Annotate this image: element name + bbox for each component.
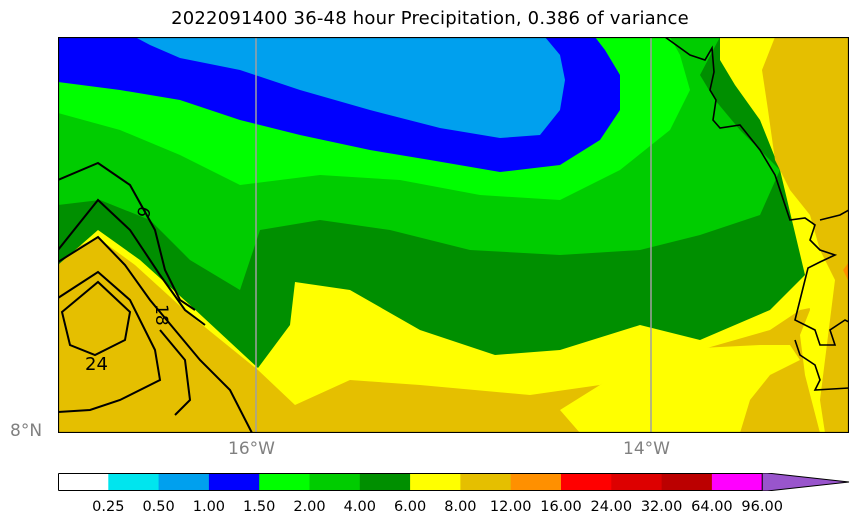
coastline (664, 37, 849, 346)
colorbar-tick-label: 8.00 (444, 499, 477, 515)
band-6-8-south (560, 345, 800, 433)
colorbar-swatch (510, 473, 562, 491)
coastline-inlet (819, 209, 849, 221)
colorbar-swatch (611, 473, 663, 491)
contour-label-24: 24 (85, 354, 108, 375)
chart-title: 2022091400 36-48 hour Precipitation, 0.3… (171, 8, 689, 29)
colorbar-swatch (410, 473, 461, 491)
contour-label-18: 18 (151, 304, 171, 326)
lat-label: 8°N (10, 421, 43, 441)
band-12-16 (843, 262, 849, 282)
colorbar-tick-label: 1.50 (243, 499, 276, 515)
band-0.5-1 (135, 37, 565, 138)
colorbar-tick-label: 96.00 (741, 499, 783, 515)
colorbar-swatch (259, 473, 310, 491)
colorbar-swatch (359, 473, 411, 491)
colorbar-swatch (158, 473, 210, 491)
colorbar-swatch (561, 473, 612, 491)
map-frame (58, 37, 849, 433)
colorbar-swatch (108, 473, 160, 491)
colorbar-swatch (661, 473, 713, 491)
contour-24-outer (58, 270, 162, 413)
band-8-12-east (762, 37, 849, 433)
colorbar-swatch (58, 473, 109, 491)
precipitation-map: 6 18 24 (58, 37, 849, 433)
colorbar-tick-label: 1.00 (192, 499, 226, 515)
contour-right (159, 329, 192, 416)
colorbar-swatch (309, 473, 361, 491)
lon-label-14w: 14°W (623, 439, 670, 459)
colorbar-tick-label: 6.00 (393, 499, 427, 515)
coastline-islands (794, 339, 849, 391)
band-8-12-sw (58, 272, 258, 433)
colorbar-tick-label: 64.00 (691, 499, 733, 515)
colorbar-tick-label: 32.00 (640, 499, 683, 515)
colorbar-extend-arrow (761, 473, 850, 491)
colorbar-frame (58, 473, 763, 491)
colorbar-tick-label: 12.00 (489, 499, 532, 515)
contour-outer (58, 235, 253, 433)
colorbar (58, 473, 850, 491)
colorbar-tick-label: 0.50 (142, 499, 175, 515)
colorbar-tick-label: 0.25 (92, 499, 125, 515)
colorbar-swatch (711, 473, 763, 491)
colorbar-swatch (460, 473, 512, 491)
contour-lines (58, 161, 253, 433)
lon-label-16w: 16°W (228, 439, 275, 459)
contour-6 (58, 161, 196, 311)
colorbar-tick-label: 24.00 (590, 499, 633, 515)
colorbar-swatch (208, 473, 260, 491)
colorbar-tick-label: 16.00 (540, 499, 582, 515)
contour-18 (58, 198, 206, 326)
colorbar-tick-label: 4.00 (343, 499, 376, 515)
colorbar-tick-label: 2.00 (293, 499, 326, 515)
contour-24-inner (60, 280, 132, 357)
